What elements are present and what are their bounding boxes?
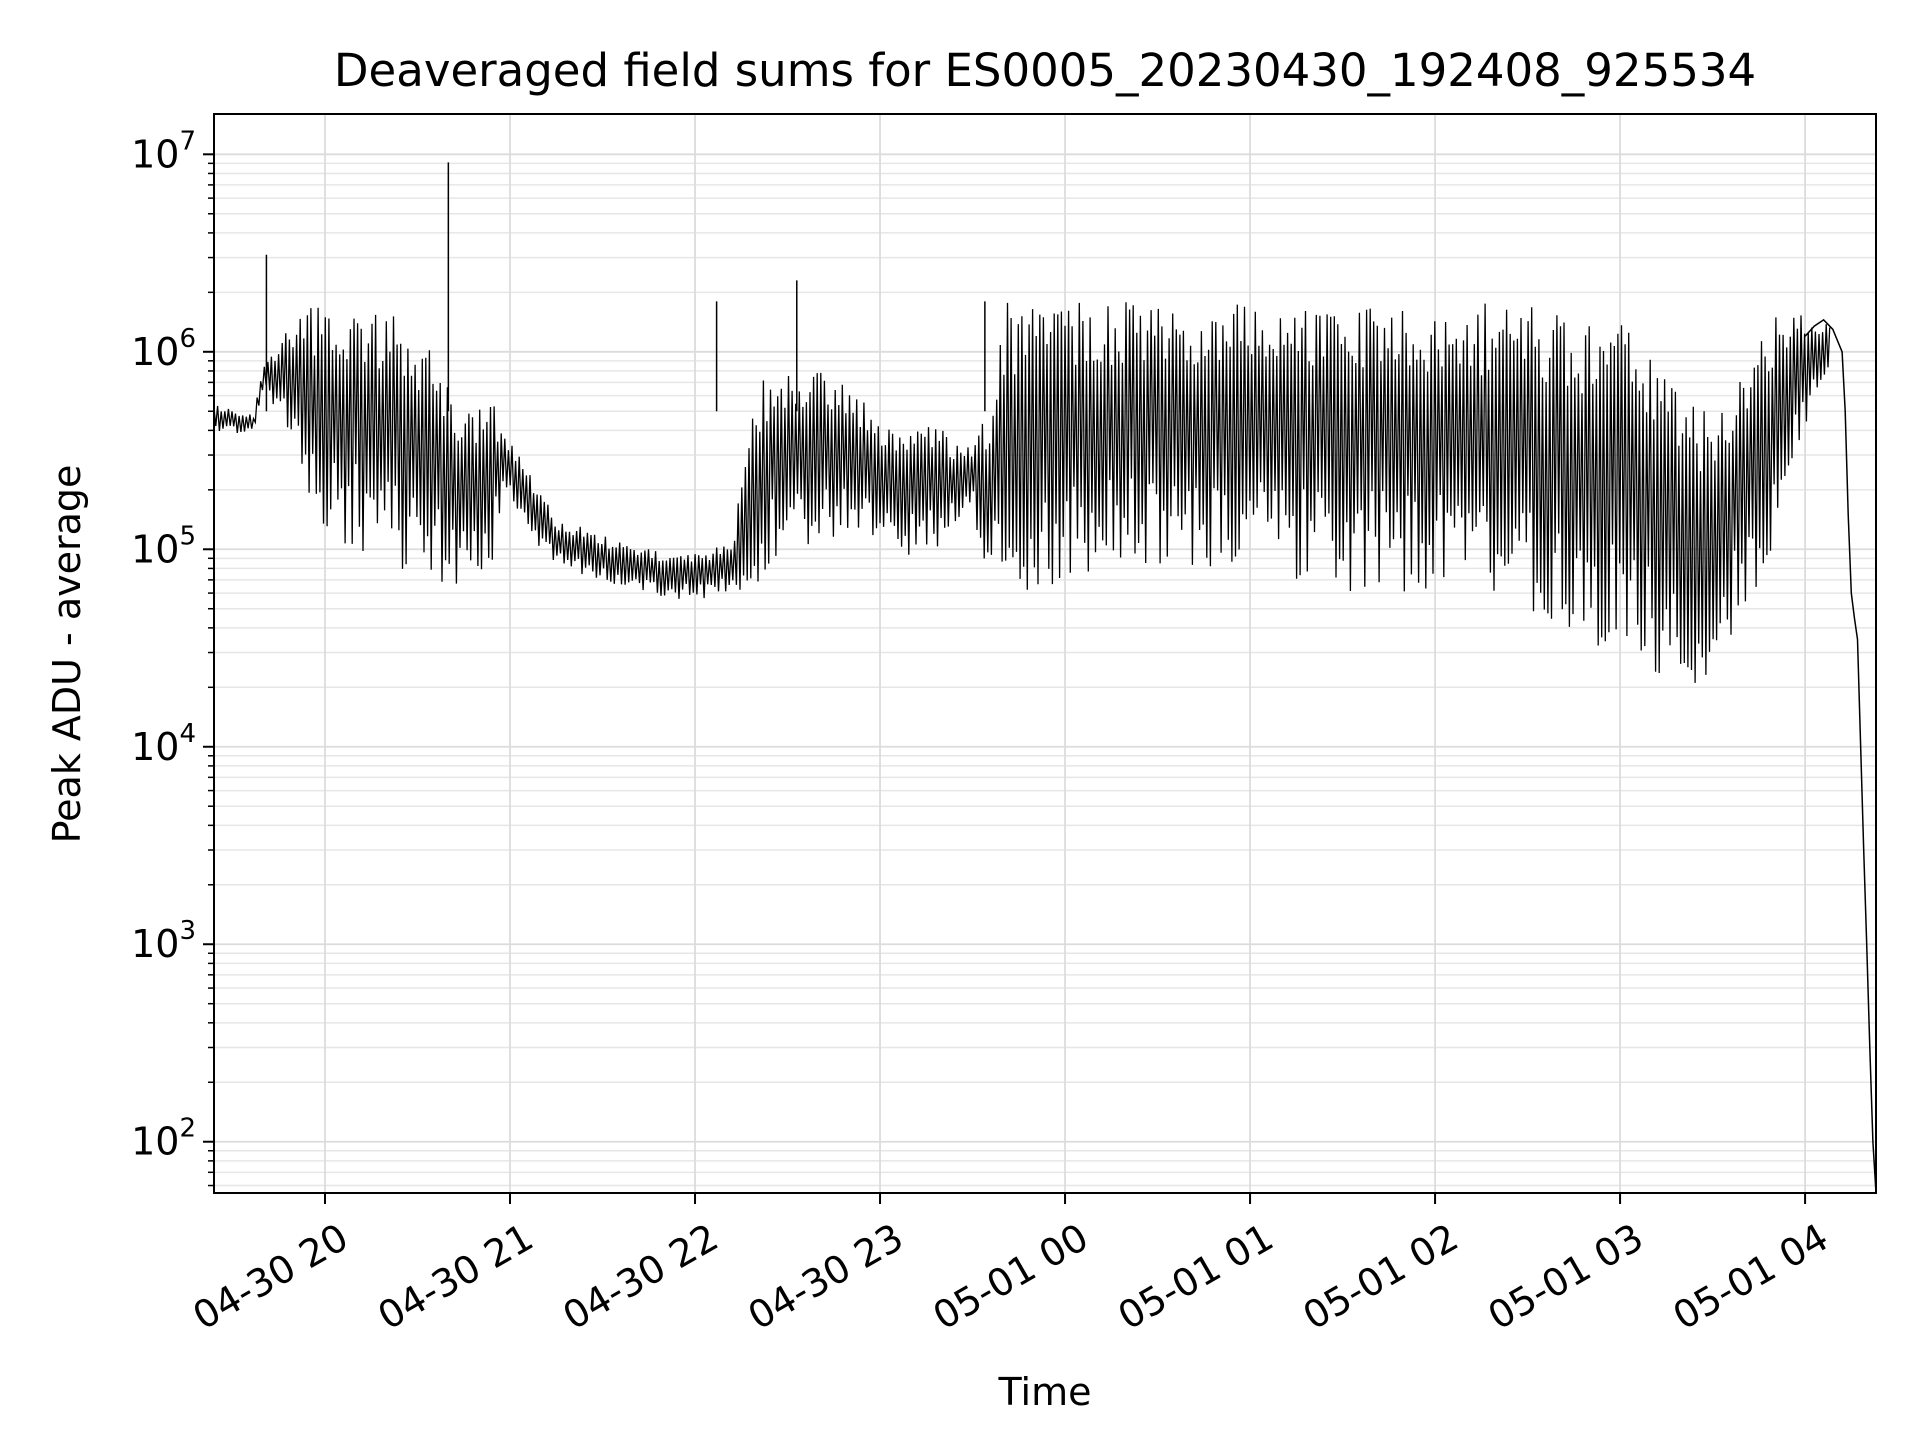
x-axis-label: Time — [998, 1370, 1092, 1414]
data-series — [213, 162, 1877, 1194]
x-tick-label: 05-01 02 — [1296, 1215, 1466, 1339]
y-tick-exponent: 3 — [179, 916, 196, 946]
series-falloff — [1804, 318, 1877, 1194]
y-tick-base: 10 — [131, 725, 179, 769]
y-tick-base: 10 — [131, 527, 179, 571]
x-tick-label: 04-30 23 — [741, 1215, 911, 1339]
major-gridlines — [214, 114, 1876, 1193]
y-tick-base: 10 — [131, 1120, 179, 1164]
y-tick-base: 10 — [131, 330, 179, 374]
y-tick-label: 104 — [131, 719, 196, 769]
x-tick-label: 05-01 00 — [926, 1215, 1096, 1339]
x-tick-label: 04-30 20 — [186, 1215, 356, 1339]
y-tick-base: 10 — [131, 132, 179, 176]
x-tick-label: 05-01 04 — [1666, 1215, 1836, 1339]
x-tick-label: 05-01 01 — [1111, 1215, 1281, 1339]
y-tick-label: 107 — [131, 126, 196, 176]
x-tick-label: 04-30 22 — [556, 1215, 726, 1339]
y-tick-exponent: 7 — [179, 126, 196, 156]
minor-gridlines — [214, 162, 1876, 1187]
chart-title: Deaveraged field sums for ES0005_2023043… — [334, 44, 1756, 97]
x-axis: 04-30 20 04-30 21 04-30 22 04-30 23 05-01 00… — [186, 1193, 1836, 1338]
x-tick-label: 04-30 21 — [371, 1215, 541, 1339]
y-tick-label: 103 — [131, 916, 196, 966]
x-tick-label: 05-01 03 — [1481, 1215, 1651, 1339]
y-tick-exponent: 6 — [179, 324, 196, 354]
y-tick-exponent: 4 — [179, 719, 196, 749]
y-tick-label: 105 — [131, 521, 196, 571]
plot-frame — [213, 113, 1877, 1194]
y-tick-exponent: 5 — [179, 521, 196, 551]
y-tick-label: 102 — [131, 1114, 196, 1164]
y-tick-label: 106 — [131, 324, 196, 374]
series-trace — [213, 302, 1831, 683]
y-axis-label: Peak ADU - average — [45, 465, 89, 844]
y-tick-base: 10 — [131, 922, 179, 966]
y-tick-exponent: 2 — [179, 1114, 196, 1144]
